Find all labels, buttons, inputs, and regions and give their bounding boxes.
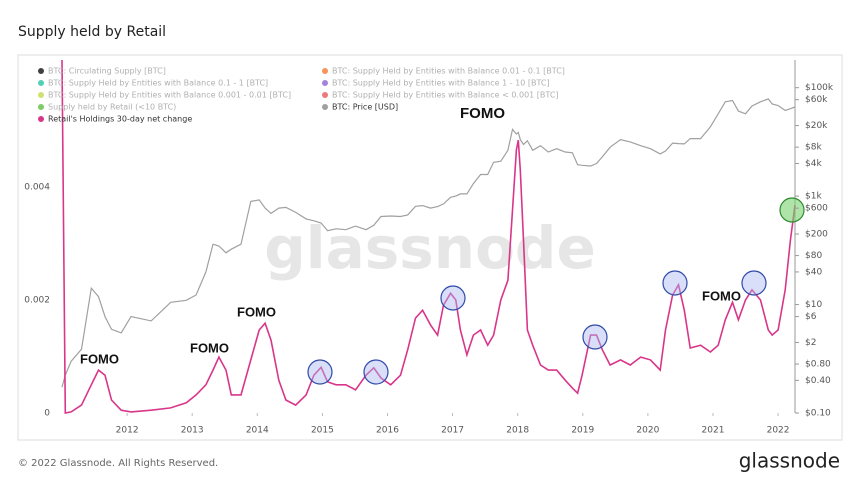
annotation: FOMO bbox=[460, 105, 505, 122]
annotation: FOMO bbox=[190, 340, 229, 355]
x-tick-label: 2016 bbox=[376, 426, 399, 436]
annotation: FOMO bbox=[80, 351, 119, 366]
y2-tick-label: $0.40 bbox=[805, 376, 831, 386]
series-line bbox=[61, 98, 796, 388]
legend-swatch bbox=[322, 92, 328, 98]
legend-label: BTC: Supply Held by Entities with Balanc… bbox=[332, 91, 559, 100]
y2-tick-label: $1k bbox=[805, 192, 822, 202]
circle bbox=[307, 359, 333, 385]
legend-swatch bbox=[322, 80, 328, 86]
legend-swatch bbox=[38, 116, 44, 122]
series-line bbox=[61, 59, 796, 414]
x-tick-label: 2017 bbox=[441, 426, 464, 436]
legend-label: BTC: Supply Held by Entities with Balanc… bbox=[332, 79, 550, 88]
legend-label: BTC: Price [USD] bbox=[332, 103, 398, 112]
y2-tick-label: $80 bbox=[805, 251, 822, 261]
circle bbox=[741, 270, 767, 296]
x-tick-label: 2019 bbox=[571, 426, 594, 436]
annotation: FOMO bbox=[702, 288, 741, 303]
y2-tick-label: $6 bbox=[805, 312, 817, 322]
y2-tick-label: $0.80 bbox=[805, 360, 831, 370]
legend-label: Supply held by Retail (<10 BTC) bbox=[48, 103, 176, 112]
y2-tick-label: $8k bbox=[805, 143, 822, 153]
legend-swatch bbox=[38, 68, 44, 74]
legend-swatch bbox=[322, 68, 328, 74]
watermark: glassnode bbox=[264, 214, 596, 282]
legend-swatch bbox=[38, 80, 44, 86]
legend-label: BTC: Supply Held by Entities with Balanc… bbox=[48, 79, 268, 88]
y-tick-label: 0 bbox=[44, 409, 50, 419]
circle bbox=[440, 285, 466, 311]
logo: glassnode bbox=[739, 449, 840, 473]
highlight-circles bbox=[307, 197, 805, 385]
y2-tick-label: $40 bbox=[805, 267, 822, 277]
x-tick-label: 2014 bbox=[246, 426, 269, 436]
legend-swatch bbox=[322, 104, 328, 110]
y2-tick-label: $60k bbox=[805, 95, 828, 105]
y2-tick-label: $4k bbox=[805, 159, 822, 169]
copyright: © 2022 Glassnode. All Rights Reserved. bbox=[18, 458, 218, 469]
circle bbox=[582, 324, 608, 350]
y2-tick-label: $20k bbox=[805, 121, 828, 131]
y2-tick-label: $600 bbox=[805, 204, 828, 214]
x-tick-label: 2012 bbox=[116, 426, 139, 436]
y2-tick-label: $0.10 bbox=[805, 409, 831, 419]
annotation: FOMO bbox=[237, 304, 276, 319]
x-tick-label: 2021 bbox=[702, 426, 725, 436]
x-tick-label: 2022 bbox=[767, 426, 790, 436]
circle bbox=[363, 359, 389, 385]
legend-label: BTC: Circulating Supply [BTC] bbox=[48, 67, 166, 76]
circle bbox=[662, 270, 688, 296]
legend-label: Retail's Holdings 30-day net change bbox=[48, 115, 192, 124]
y2-tick-label: $100k bbox=[805, 83, 834, 93]
y-tick-label: 0.002 bbox=[24, 296, 50, 306]
x-tick-label: 2018 bbox=[506, 426, 529, 436]
x-tick-label: 2013 bbox=[181, 426, 204, 436]
y2-tick-label: $2 bbox=[805, 338, 816, 348]
legend-label: BTC: Supply Held by Entities with Balanc… bbox=[332, 67, 565, 76]
legend-swatch bbox=[38, 92, 44, 98]
y2-tick-label: $10 bbox=[805, 300, 822, 310]
plot bbox=[61, 59, 796, 414]
y2-tick-label: $200 bbox=[805, 230, 828, 240]
legend-label: BTC: Supply Held by Entities with Balanc… bbox=[48, 91, 291, 100]
y-tick-label: 0.004 bbox=[24, 183, 50, 193]
x-tick-label: 2015 bbox=[311, 426, 334, 436]
legend-swatch bbox=[38, 104, 44, 110]
page-title: Supply held by Retail bbox=[18, 24, 166, 40]
chart-panel bbox=[17, 54, 843, 441]
x-tick-label: 2020 bbox=[636, 426, 659, 436]
circle bbox=[779, 197, 805, 223]
